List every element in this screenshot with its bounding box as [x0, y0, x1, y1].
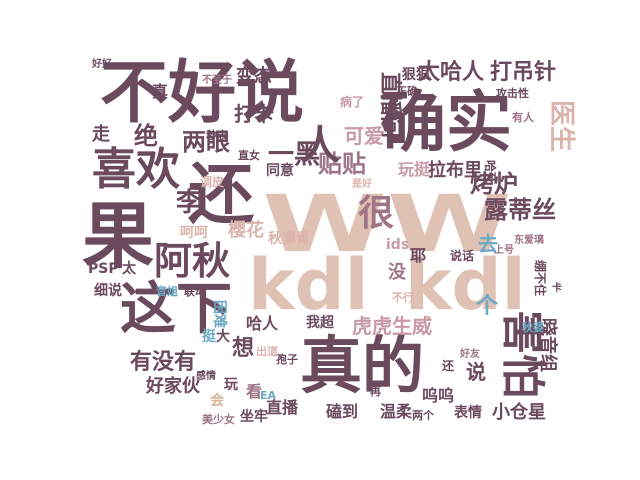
word-ganqing: 感情	[196, 371, 216, 382]
word-liangyan: 两眼	[182, 128, 230, 156]
word-ww: WW	[262, 180, 512, 270]
word-tiaopi: 调皮	[200, 175, 225, 189]
word-wan-2: 玩	[224, 377, 238, 393]
word-ren-1: 人	[300, 123, 340, 169]
word-bengbuzhu: 绷不住	[533, 260, 547, 297]
word-dadiaozhen: 打吊针	[490, 60, 557, 85]
word-xiang: 想	[232, 336, 255, 361]
word-qiuhao: 秋凛青	[268, 231, 310, 247]
word-dongai: 东爱璃	[514, 235, 544, 246]
word-bianti: 变态	[236, 66, 272, 87]
word-tongyi: 同意	[266, 163, 294, 179]
word-shiyouyou: 有没有	[130, 350, 197, 375]
word-chudao: 出道	[256, 345, 278, 358]
word-keai: 可爱	[344, 124, 384, 148]
word-yihei: 一黑	[268, 140, 321, 170]
word-zhende: 真的	[300, 329, 425, 402]
word-ge: 个	[476, 294, 499, 319]
word-meishaonv: 美少女	[202, 413, 235, 426]
word-buxing: 不行	[392, 291, 414, 304]
word-xishuo: 细说	[94, 283, 122, 299]
word-psp: PSP	[88, 261, 119, 277]
word-pao: 孢子	[276, 353, 298, 366]
word-lalibu: 拉布里	[428, 160, 482, 181]
word-buhaoshuo: 不好说	[100, 54, 305, 133]
word-ids: ids	[386, 237, 410, 253]
word-qu: 去	[478, 232, 498, 256]
word-daka: 打卡	[234, 102, 274, 126]
word-shihao: 是好	[352, 179, 372, 190]
word-biaoqing: 表情	[454, 405, 482, 421]
word-queshi: 确实	[380, 84, 512, 161]
word-kan: 看	[246, 382, 263, 401]
word-shangli: 上号	[494, 245, 514, 256]
word-jue: 绝	[134, 122, 158, 150]
word-taihaaren: 太哈人	[418, 60, 485, 85]
word-liandong: 联动	[184, 285, 206, 298]
word-yinjie: 音姐	[156, 285, 178, 298]
word-zhengque: 正确	[396, 85, 418, 98]
word-aqiu: 阿秋	[154, 239, 231, 283]
word-ka: 卡	[552, 283, 562, 294]
word-yinghua: 樱花	[228, 220, 264, 241]
word-zou: 走	[92, 124, 110, 145]
word-wenrou: 温柔	[380, 402, 413, 421]
word-zhinv: 直女	[238, 149, 260, 162]
word-zuolao: 坐牢	[240, 409, 268, 425]
word-haohao: 好好	[92, 59, 112, 70]
word-tai: 太	[122, 261, 136, 277]
word-ea: EA	[260, 389, 277, 402]
word-tietie: 贴贴	[318, 150, 366, 178]
word-bingle: 病了	[340, 95, 365, 109]
word-yisheng: 医生	[546, 100, 576, 153]
word-haoren: 哈人	[246, 314, 279, 333]
word-ye: 耶	[410, 246, 427, 265]
word-kdl-1: kdl	[248, 244, 369, 326]
word-hen: 很	[358, 193, 395, 234]
word-xihuan: 喜欢	[92, 144, 180, 195]
word-haosi: 哈死	[483, 160, 497, 185]
word-hui: 会	[210, 393, 224, 409]
word-haojiahuo: 好家伙	[146, 376, 200, 397]
word-zai: 再	[370, 385, 381, 398]
word-shuohua: 说话	[450, 249, 475, 263]
word-ludisi: 露蒂丝	[484, 196, 556, 224]
word-qiupo: 秋婆	[522, 321, 544, 334]
word-da-2: 大	[216, 329, 230, 345]
word-huhushengwei: 虎虎生威	[352, 314, 432, 338]
word-wuwu: 呜呜	[422, 386, 455, 405]
word-liangge: 两个	[412, 409, 434, 422]
word-budaole: 不至于	[202, 75, 232, 86]
word-kdl-2: kdl	[405, 244, 526, 326]
word-shuo-2: 说	[466, 360, 486, 384]
word-xiaocangxing: 小仓星	[492, 402, 546, 423]
word-kun: 困难	[211, 300, 227, 328]
word-haoyou: 好友	[460, 349, 480, 360]
word-guo: 果	[82, 194, 155, 278]
word-gongjixing: 攻击性	[496, 87, 529, 100]
word-youren: 有人	[512, 111, 534, 124]
word-hai: 还	[188, 156, 254, 233]
word-mei: 没	[388, 262, 406, 283]
word-henlang: 狠狠	[402, 67, 430, 83]
word-zhibo: 直播	[266, 398, 299, 417]
word-li: 李	[176, 188, 203, 218]
word-miaobiao: 秒表	[206, 129, 228, 142]
word-ting-2: 挺	[202, 329, 216, 345]
word-kedao: 磕到	[326, 402, 359, 421]
word-hai-2: 还	[442, 359, 455, 373]
word-hehe: 呵呵	[180, 225, 208, 241]
word-zhexia: 这下	[120, 277, 232, 342]
word-kaolu: 烤炉	[470, 170, 518, 198]
word-woda: 我超	[306, 315, 334, 331]
word-ting: 挺	[414, 160, 431, 179]
word-zhen-2: 真	[152, 82, 169, 101]
word-wan: 玩	[398, 160, 415, 179]
